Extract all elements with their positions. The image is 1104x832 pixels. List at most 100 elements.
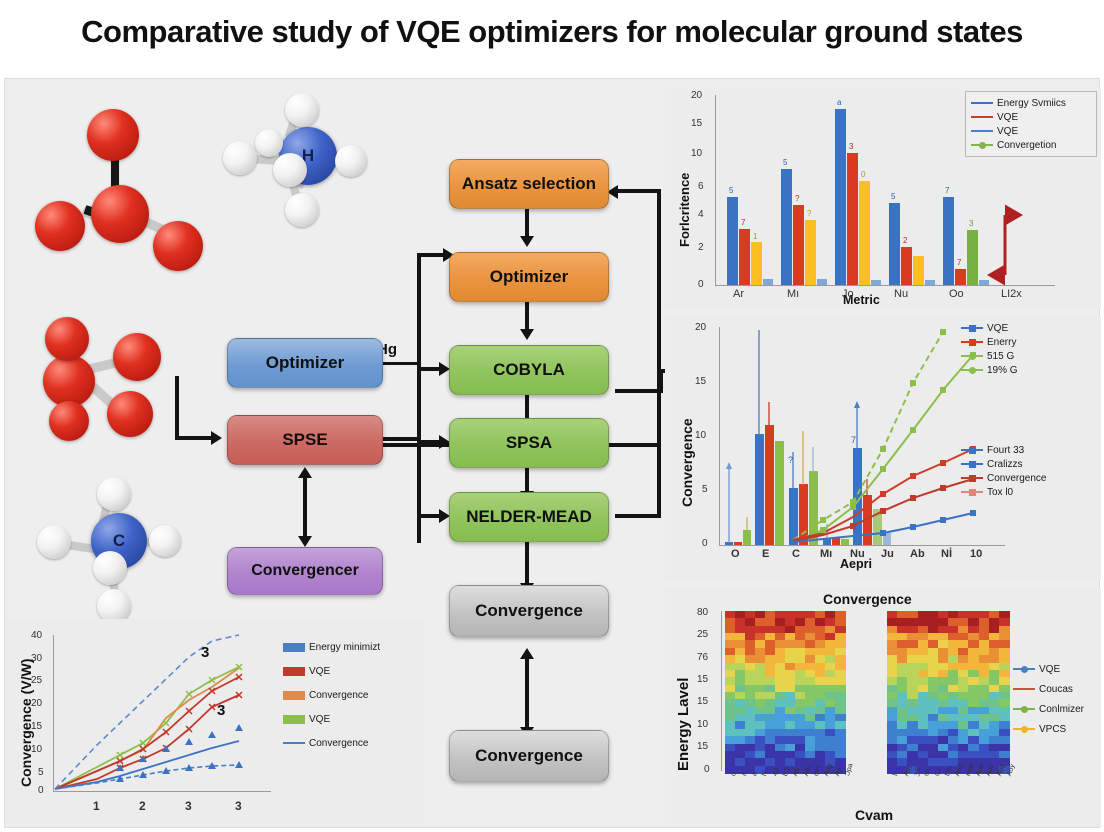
heatmap-cell (735, 750, 746, 759)
heatmap-cell (745, 721, 756, 730)
atom-hydrogen (285, 93, 319, 127)
heatmap-cell (805, 647, 816, 656)
heatmap-cell (968, 684, 980, 693)
heatmap-cell (978, 692, 990, 700)
heatmap-cell (765, 655, 776, 664)
flow-node-label: SPSE (282, 430, 328, 449)
heatmap-cell (937, 640, 949, 649)
heatmap-cell (735, 743, 746, 752)
flow-node-optimizer-center[interactable]: Optimizer (449, 252, 609, 302)
annotation-double-arrow-icon (987, 204, 1023, 286)
atom-oxygen (153, 221, 203, 271)
heatmap-cell (897, 750, 908, 759)
legend-label: VQE (309, 665, 331, 677)
heatmap-cell (815, 728, 826, 737)
legend-swatch-icon (283, 714, 305, 724)
heatmap-cell (825, 736, 836, 745)
x-tick-label: o (730, 771, 739, 778)
bar-value-label: a (837, 98, 842, 107)
x-tick-label: bƆ (781, 766, 792, 778)
mol-ammonium: H (223, 93, 373, 253)
heatmap-cell (735, 765, 746, 774)
atom-oxygen (43, 355, 95, 407)
flow-node-cobyla[interactable]: COBYLA (449, 345, 609, 395)
heatmap-cell (775, 618, 786, 627)
flow-node-nelder-mead[interactable]: NELDER-MEAD (449, 492, 609, 542)
heatmap-cell (998, 677, 1010, 686)
flow-node-ansatz-selection[interactable]: Ansatz selection (449, 159, 609, 209)
legend-label: Convergence (987, 472, 1047, 484)
x-tick-label: 1 (93, 799, 100, 813)
heatmap-cell (775, 633, 786, 642)
legend-line-marker-icon (961, 488, 983, 496)
heatmap-cell (725, 758, 736, 767)
heatmap-cell (988, 640, 1000, 649)
flow-node-optimizer-left[interactable]: Optimizer (227, 338, 383, 388)
heatmap-cell (775, 625, 786, 634)
x-tick-label: Gɛ (933, 766, 943, 778)
heatmap-cell (968, 692, 980, 700)
heatmap-cell (907, 699, 919, 708)
heatmap-cell (745, 736, 756, 745)
heatmap-cell (815, 618, 826, 627)
bar (955, 269, 966, 285)
heatmap-cell (785, 699, 796, 708)
heatmap-cell (805, 611, 816, 619)
heatmap-cell (887, 662, 898, 671)
heatmap-cell (988, 728, 1000, 737)
x-tick-label: ıl (740, 771, 749, 778)
heatmap-cell (948, 611, 959, 619)
heatmap-cell (755, 640, 766, 649)
heatmap-cell (988, 743, 1000, 752)
heatmap-cell (978, 714, 990, 723)
x-tick-label: 4d (771, 767, 781, 778)
flow-node-convergencer[interactable]: Convergencer (227, 547, 383, 595)
heatmap-cell (887, 625, 898, 634)
heatmap-right-xticklabels: ʇ Aıŋ ʒıƐ ᵴɐ Gɛ Ɛɤɩ Aɾıʒ ɴɐʇɐ Auɐ Auɔ Aug Aoy (887, 762, 1016, 805)
heatmap-cell (907, 692, 919, 700)
flow-node-convergence-1[interactable]: Convergence (449, 585, 609, 637)
heatmap-cell (775, 736, 786, 745)
arrowhead-down (298, 536, 312, 547)
legend-line-marker-icon (971, 141, 993, 149)
heatmap-cell (805, 743, 816, 752)
heatmap-cell (755, 714, 766, 723)
heatmap-cell (907, 743, 919, 752)
heatmap-cell (825, 699, 836, 708)
flow-node-spsa[interactable]: SPSA (449, 418, 609, 468)
heatmap-cell (958, 706, 969, 715)
heatmap-cell (948, 743, 959, 752)
heatmap-cell (927, 633, 939, 642)
heatmap-cell (745, 714, 756, 723)
heatmap-cell (968, 699, 980, 708)
heatmap-cell (805, 692, 816, 700)
heatmap-cell (948, 721, 959, 730)
heatmap-cell (937, 692, 949, 700)
heatmap-cell (958, 736, 969, 745)
connector-mol-to-spse-h2 (175, 436, 215, 440)
heatmap-cell (927, 655, 939, 664)
flow-node-spse[interactable]: SPSE (227, 415, 383, 465)
heatmap-cell (815, 758, 826, 767)
heatmap-cell (917, 743, 929, 752)
heatmap-cell (745, 618, 756, 627)
heatmap-cell (805, 721, 816, 730)
heatmap-cell (988, 625, 1000, 634)
atom-hydrogen (93, 551, 127, 585)
heatmap-cell (887, 647, 898, 656)
heatmap-cell (897, 699, 908, 708)
heatmap-cell (937, 633, 949, 642)
heatmap-cell (978, 669, 990, 678)
heatmap-legend: VQE Coucas Conlmizer VPCS (1013, 659, 1104, 739)
heatmap-cell (978, 721, 990, 730)
heatmap-cell (958, 765, 969, 774)
heatmap-cell (917, 706, 929, 715)
flow-node-convergence-2[interactable]: Convergence (449, 730, 609, 782)
legend-line-marker-icon (961, 460, 983, 468)
heatmap-cell (765, 684, 776, 693)
arrowhead-right (439, 362, 450, 376)
heatmap-cell (765, 625, 776, 634)
atom-oxygen (49, 401, 89, 441)
heatmap-cell (887, 728, 898, 737)
atom-label: C (112, 531, 126, 550)
